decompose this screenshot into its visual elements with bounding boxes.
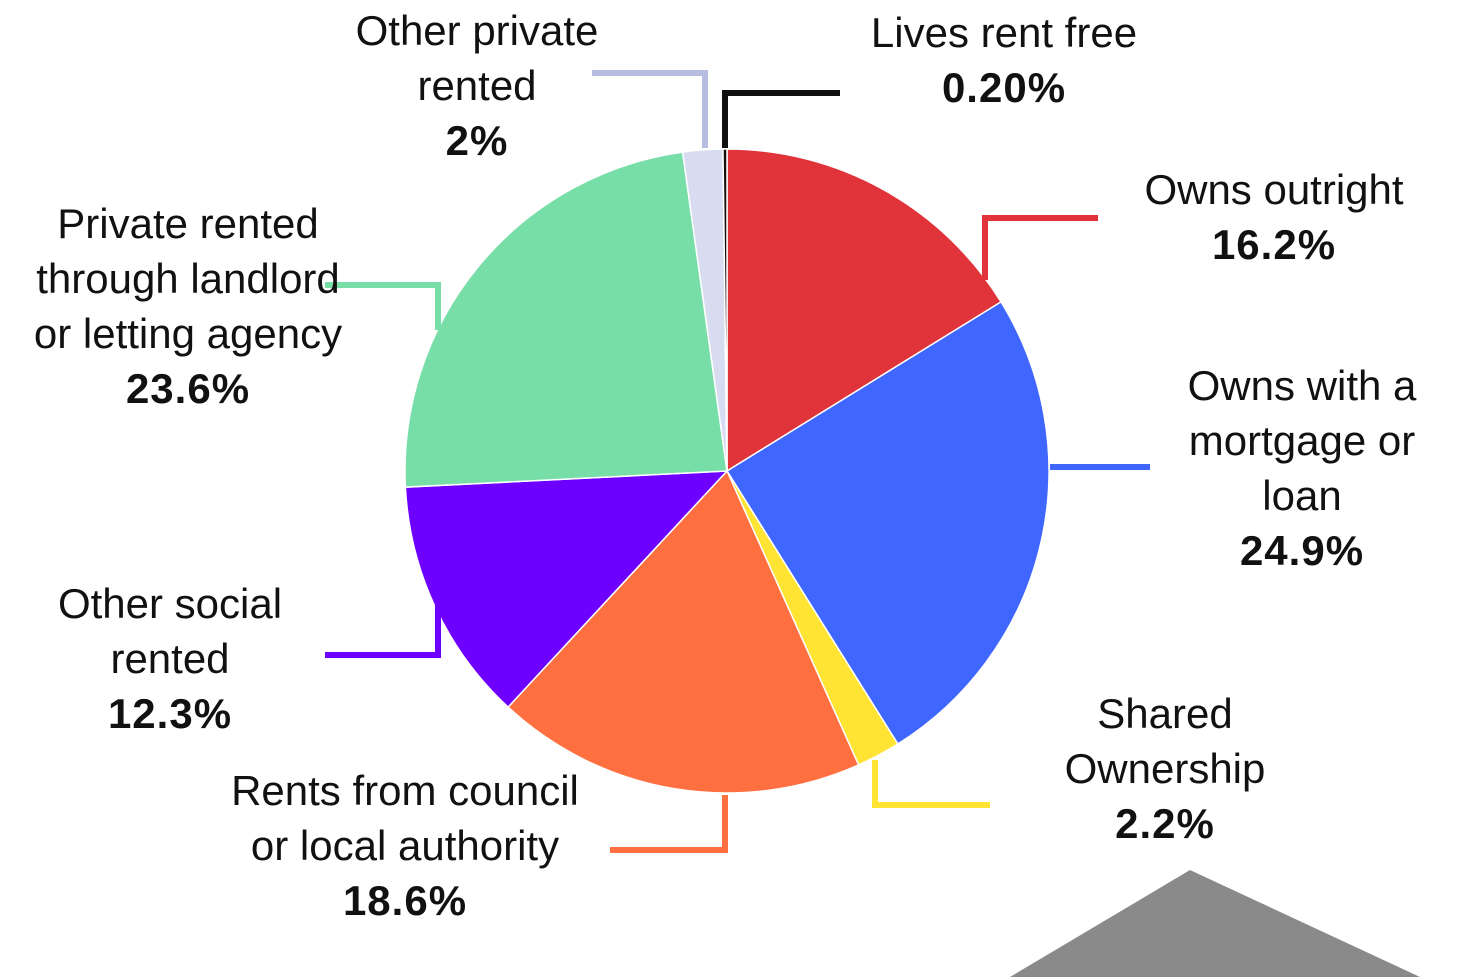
value-label: 24.9% bbox=[1152, 523, 1452, 578]
value-label: 0.20% bbox=[794, 60, 1214, 115]
leader-line bbox=[325, 600, 438, 655]
slice-label: Private rented through landlord or letti… bbox=[28, 196, 348, 416]
category-label: Shared Ownership bbox=[1035, 686, 1295, 796]
category-label: Other social rented bbox=[20, 576, 320, 686]
pie-slice bbox=[405, 152, 727, 487]
leader-line bbox=[610, 795, 725, 850]
value-label: 16.2% bbox=[1064, 217, 1458, 272]
building-decoration bbox=[1010, 870, 1420, 977]
category-label: Lives rent free bbox=[794, 5, 1214, 60]
category-label: Owns with a mortgage or loan bbox=[1152, 358, 1452, 523]
page: Owns outright16.2% Owns with a mortgage o… bbox=[0, 0, 1458, 977]
category-label: Owns outright bbox=[1064, 162, 1458, 217]
value-label: 2.2% bbox=[1035, 796, 1295, 851]
category-label: Private rented through landlord or letti… bbox=[28, 196, 348, 361]
value-label: 12.3% bbox=[20, 686, 320, 741]
value-label: 23.6% bbox=[28, 361, 348, 416]
pie bbox=[405, 149, 1049, 793]
leader-line bbox=[875, 760, 990, 805]
value-label: 18.6% bbox=[220, 873, 590, 928]
category-label: Other private rented bbox=[317, 3, 637, 113]
value-label: 2% bbox=[317, 113, 637, 168]
category-label: Rents from council or local authority bbox=[220, 763, 590, 873]
